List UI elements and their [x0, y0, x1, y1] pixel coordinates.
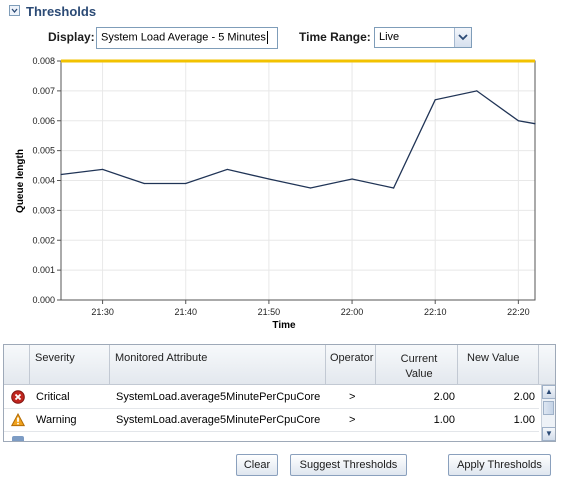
column-header-operator[interactable]: Operator — [326, 345, 376, 385]
column-header-label: New Value — [467, 352, 520, 364]
queue-length-chart: 0.000 0.001 0.002 0.003 0.004 0.005 0.006 0.007… — [15, 56, 536, 331]
time-range-value: Live — [379, 31, 400, 43]
y-tick-label: 0.006 — [32, 116, 55, 126]
column-header-icon — [4, 345, 30, 385]
suggest-thresholds-button[interactable]: Suggest Thresholds — [290, 454, 407, 476]
data-point — [143, 182, 145, 185]
data-point — [351, 178, 353, 180]
y-tick-label: 0.003 — [32, 205, 55, 215]
current-value-cell: 1.00 — [433, 414, 455, 426]
y-axis-label: Queue length — [15, 149, 26, 213]
current-value-cell: 2.00 — [433, 391, 455, 403]
display-value: System Load Average - 5 Minutes — [101, 31, 266, 44]
attribute-cell: SystemLoad.average5MinutePerCpuCore — [116, 414, 321, 426]
column-header-label: Monitored Attribute — [115, 352, 208, 364]
clear-button[interactable]: Clear — [236, 454, 278, 476]
x-tick-label: 21:40 — [174, 307, 197, 317]
data-point — [393, 187, 395, 189]
operator-cell: > — [349, 391, 356, 403]
y-tick-label: 0.002 — [32, 235, 55, 245]
y-tick-label: 0.008 — [32, 56, 55, 66]
table-row-partial[interactable] — [4, 432, 539, 441]
column-header-new-value[interactable]: New Value — [458, 345, 539, 385]
x-tick-label: 21:50 — [258, 307, 281, 317]
vertical-scrollbar[interactable]: ▲ ▼ — [541, 385, 555, 441]
column-header-attribute[interactable]: Monitored Attribute — [110, 345, 326, 385]
y-tick-label: 0.001 — [32, 265, 55, 275]
column-header-label: Severity — [35, 352, 75, 364]
column-header-spacer — [539, 345, 555, 385]
x-axis-label: Time — [272, 320, 296, 331]
severity-cell: Critical — [36, 391, 70, 403]
table-row[interactable]: Warning SystemLoad.average5MinutePerCpuC… — [4, 409, 539, 432]
column-header-label: Current Value — [400, 353, 438, 380]
x-tick-label: 22:10 — [424, 307, 447, 317]
data-point — [534, 123, 536, 125]
time-range-select[interactable]: Live — [374, 27, 472, 48]
collapse-toggle[interactable] — [9, 5, 20, 16]
display-input[interactable]: System Load Average - 5 Minutes — [96, 27, 278, 49]
data-point — [60, 173, 62, 176]
column-header-label: Operator — [330, 352, 374, 364]
x-tick-label: 22:20 — [507, 307, 530, 317]
y-tick-label: 0.004 — [32, 176, 55, 186]
data-point — [101, 168, 104, 171]
display-label: Display: — [48, 30, 95, 44]
data-point — [268, 178, 270, 180]
apply-thresholds-button[interactable]: Apply Thresholds — [448, 454, 551, 476]
column-header-severity[interactable]: Severity — [30, 345, 110, 385]
y-tick-label: 0.005 — [32, 146, 55, 156]
data-point — [517, 120, 519, 122]
x-tick-label: 21:30 — [91, 307, 114, 317]
chevron-down-icon — [11, 8, 18, 14]
series-line — [60, 90, 536, 189]
new-value-cell[interactable]: 2.00 — [513, 391, 535, 403]
info-icon — [12, 436, 24, 441]
y-tick-label: 0.007 — [32, 86, 55, 96]
data-point — [226, 168, 228, 171]
data-point — [185, 182, 187, 185]
chevron-down-icon — [458, 34, 468, 41]
attribute-cell: SystemLoad.average5MinutePerCpuCore — [116, 391, 321, 403]
x-tick-label: 22:00 — [341, 307, 364, 317]
dropdown-button[interactable] — [454, 28, 471, 47]
warning-icon — [11, 413, 25, 427]
scroll-thumb[interactable] — [543, 401, 554, 415]
severity-cell: Warning — [36, 414, 77, 426]
new-value-cell[interactable]: 1.00 — [513, 414, 535, 426]
table-row[interactable]: Critical SystemLoad.average5MinutePerCpu… — [4, 386, 539, 409]
time-range-label: Time Range: — [299, 30, 371, 44]
operator-cell: > — [349, 414, 356, 426]
scroll-up-button[interactable]: ▲ — [542, 385, 555, 399]
data-point — [434, 99, 436, 101]
column-header-current-value[interactable]: Current Value — [376, 345, 458, 385]
y-tick-label: 0.000 — [32, 295, 55, 305]
data-point — [476, 90, 478, 92]
scroll-down-button[interactable]: ▼ — [542, 427, 555, 441]
critical-icon — [11, 390, 25, 404]
section-title: Thresholds — [26, 4, 97, 19]
data-point — [309, 187, 312, 189]
thresholds-table: Severity Monitored Attribute Operator Cu… — [3, 344, 556, 442]
